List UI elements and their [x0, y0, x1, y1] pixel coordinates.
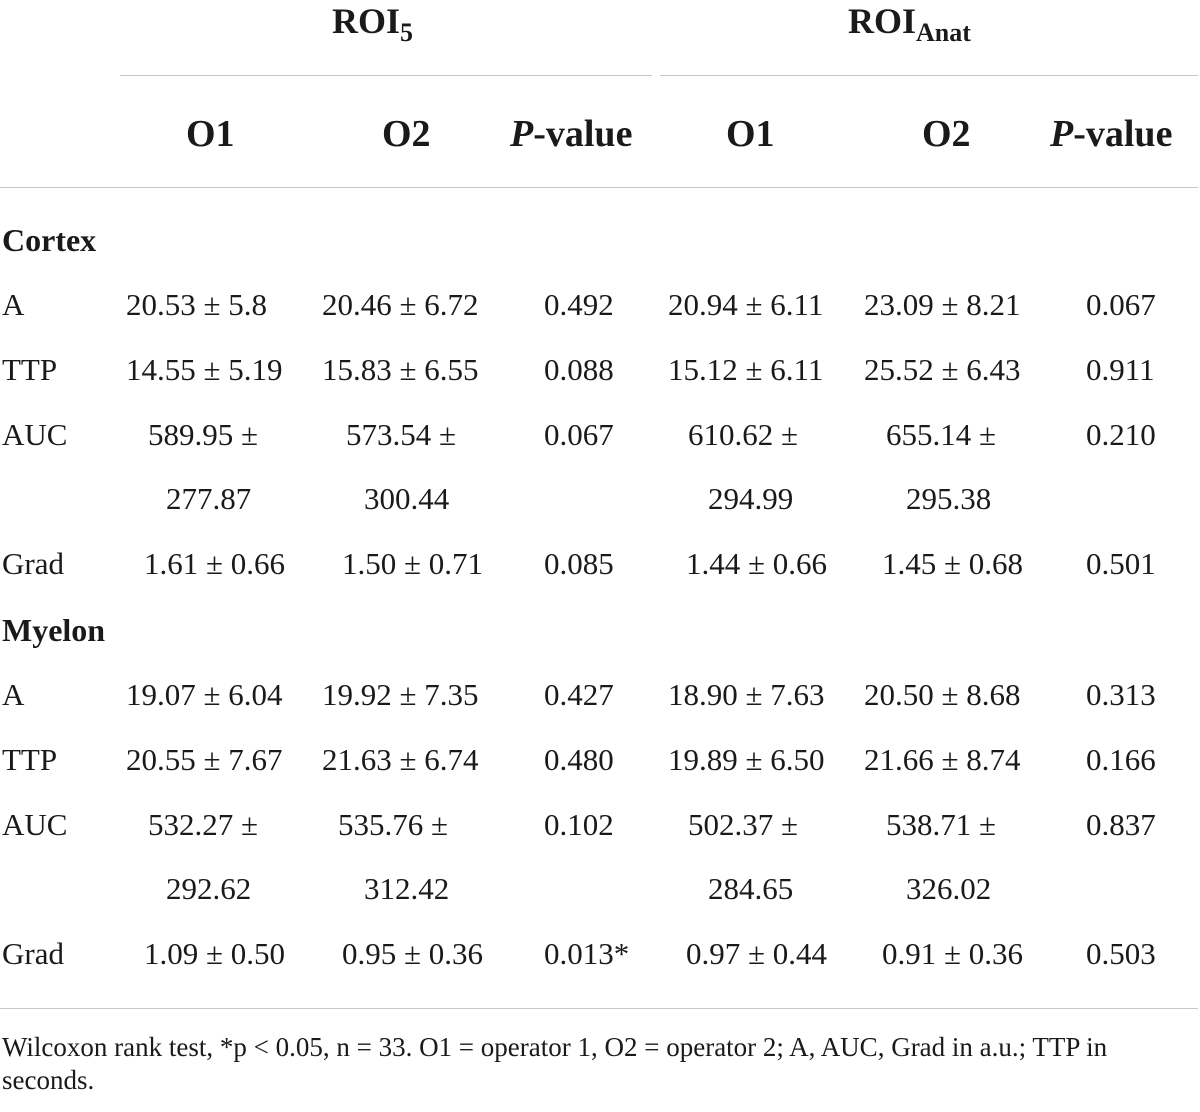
group-header-roianat-main: ROI [848, 1, 917, 41]
row-label: TTP [2, 742, 58, 777]
col-header-anat-o1: O1 [726, 113, 775, 155]
cell-roi5-o2: 0.95 ± 0.36 [342, 936, 484, 971]
col-header-roi5-pvalue: P-value [510, 112, 632, 156]
group-header-roianat: ROIAnat [848, 0, 971, 47]
cell-anat-p: 0.911 [1086, 352, 1155, 387]
cell-roi5-p: 0.480 [544, 742, 614, 777]
cell-anat-o2: 21.66 ± 8.74 [864, 742, 1021, 777]
cell-roi5-p: 0.427 [544, 677, 614, 712]
group-rule-roi5 [120, 75, 652, 76]
cell-anat-o2: 20.50 ± 8.68 [864, 677, 1021, 712]
cell-anat-p: 0.501 [1086, 546, 1156, 581]
section-title-myelon: Myelon [2, 612, 106, 648]
row-label: AUC [2, 807, 68, 842]
cell-anat-p: 0.166 [1086, 742, 1156, 777]
row-label: A [2, 677, 25, 712]
col-header-roi5-o2: O2 [382, 113, 431, 155]
cell-roi5-o1-cont: 292.62 [166, 871, 252, 906]
cell-anat-p: 0.210 [1086, 417, 1156, 452]
cell-roi5-o1: 589.95 ± [148, 417, 259, 452]
row-label: TTP [2, 352, 58, 387]
group-header-roi5-sub: 5 [400, 18, 414, 47]
cell-anat-o1: 15.12 ± 6.11 [668, 352, 824, 387]
header-rule [0, 187, 1198, 188]
cell-anat-p: 0.313 [1086, 677, 1156, 712]
section-title-cortex: Cortex [2, 222, 97, 258]
cell-roi5-p: 0.102 [544, 807, 614, 842]
bottom-rule [0, 1008, 1198, 1009]
cell-roi5-o2: 15.83 ± 6.55 [322, 352, 479, 387]
p-italic: P [1050, 113, 1074, 155]
row-label: A [2, 287, 25, 322]
cell-anat-o2: 25.52 ± 6.43 [864, 352, 1021, 387]
cell-anat-p: 0.837 [1086, 807, 1156, 842]
cell-roi5-o2: 573.54 ± [346, 417, 457, 452]
cell-roi5-p: 0.492 [544, 287, 614, 322]
cell-anat-o2: 0.91 ± 0.36 [882, 936, 1024, 971]
cell-roi5-o1: 532.27 ± [148, 807, 259, 842]
p-italic: P [510, 113, 534, 155]
cell-anat-o1: 19.89 ± 6.50 [668, 742, 825, 777]
cell-roi5-o2-cont: 300.44 [364, 481, 450, 516]
cell-roi5-o1-cont: 277.87 [166, 481, 252, 516]
p-rest: -value [1073, 113, 1173, 155]
cell-anat-o2-cont: 326.02 [906, 871, 992, 906]
cell-roi5-p: 0.067 [544, 417, 614, 452]
table-footnote: Wilcoxon rank test, *p < 0.05, n = 33. O… [2, 1032, 1108, 1095]
col-header-roi5-o1: O1 [186, 113, 235, 155]
cell-anat-o1: 502.37 ± [688, 807, 799, 842]
cell-anat-o1-cont: 284.65 [708, 871, 794, 906]
cell-anat-o2: 538.71 ± [886, 807, 997, 842]
cell-anat-o2: 655.14 ± [886, 417, 997, 452]
cell-roi5-p: 0.085 [544, 546, 614, 581]
cell-anat-p: 0.067 [1086, 287, 1156, 322]
cell-anat-o2: 1.45 ± 0.68 [882, 546, 1024, 581]
cell-roi5-p: 0.088 [544, 352, 614, 387]
p-rest: -value [533, 113, 633, 155]
cell-roi5-o2-cont: 312.42 [364, 871, 450, 906]
cell-roi5-o2: 535.76 ± [338, 807, 449, 842]
cell-anat-o1: 20.94 ± 6.11 [668, 287, 824, 322]
row-label: Grad [2, 936, 64, 971]
cell-anat-o1: 0.97 ± 0.44 [686, 936, 828, 971]
cell-roi5-o1: 19.07 ± 6.04 [126, 677, 283, 712]
cell-roi5-o1: 1.09 ± 0.50 [144, 936, 286, 971]
group-header-roi5: ROI5 [332, 0, 413, 47]
group-rule-roianat [660, 75, 1198, 76]
cell-anat-o2: 23.09 ± 8.21 [864, 287, 1021, 322]
cell-anat-o1: 610.62 ± [688, 417, 799, 452]
cell-roi5-o1: 1.61 ± 0.66 [144, 546, 286, 581]
cell-roi5-p: 0.013* [544, 936, 630, 971]
cell-roi5-o2: 19.92 ± 7.35 [322, 677, 479, 712]
cell-roi5-o1: 20.53 ± 5.8 [126, 287, 268, 322]
cell-anat-o1-cont: 294.99 [708, 481, 794, 516]
cell-roi5-o1: 14.55 ± 5.19 [126, 352, 283, 387]
cell-roi5-o1: 20.55 ± 7.67 [126, 742, 283, 777]
cell-roi5-o2: 21.63 ± 6.74 [322, 742, 479, 777]
cell-anat-o1: 18.90 ± 7.63 [668, 677, 825, 712]
cell-anat-o2-cont: 295.38 [906, 481, 992, 516]
cell-anat-o1: 1.44 ± 0.66 [686, 546, 828, 581]
col-header-anat-pvalue: P-value [1050, 112, 1172, 156]
row-label: AUC [2, 417, 68, 452]
group-header-roianat-sub: Anat [916, 18, 971, 47]
group-header-roi5-main: ROI [332, 1, 401, 41]
col-header-anat-o2: O2 [922, 113, 971, 155]
row-label: Grad [2, 546, 64, 581]
cell-anat-p: 0.503 [1086, 936, 1156, 971]
cell-roi5-o2: 1.50 ± 0.71 [342, 546, 484, 581]
cell-roi5-o2: 20.46 ± 6.72 [322, 287, 479, 322]
